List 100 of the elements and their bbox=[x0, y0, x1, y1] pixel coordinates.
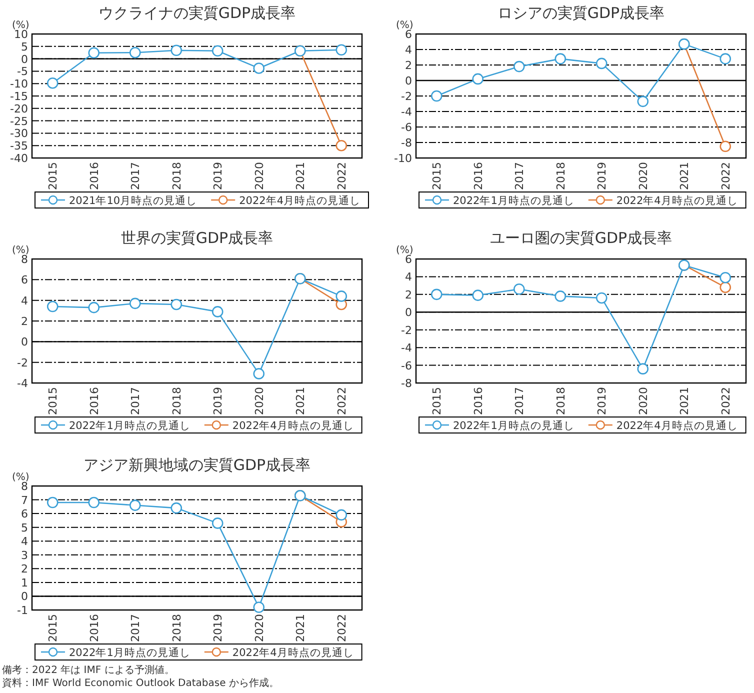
y-tick-label: 3 bbox=[21, 548, 28, 562]
y-tick-label: 4 bbox=[405, 44, 412, 56]
legend-label: 2022年1月時点の見通し bbox=[69, 419, 190, 432]
x-tick-label: 2019 bbox=[212, 614, 225, 642]
y-tick-label: -6 bbox=[401, 121, 412, 134]
y-tick-label: 4 bbox=[21, 535, 28, 548]
y-tick-label: -4 bbox=[401, 342, 412, 355]
point bbox=[472, 73, 484, 85]
point bbox=[88, 302, 100, 314]
point bbox=[720, 282, 732, 293]
legend-label: 2022年4月時点の見通し bbox=[232, 419, 354, 432]
point bbox=[212, 306, 224, 318]
x-tick-label: 2019 bbox=[596, 387, 609, 415]
text: 備考：2022 年は IMF による予測値。 bbox=[2, 664, 174, 676]
y-axis-title: (%) bbox=[12, 245, 30, 256]
y-tick-label: -2 bbox=[17, 356, 28, 370]
point bbox=[129, 298, 141, 310]
legend-label: 2022年4月時点の見通し bbox=[232, 646, 354, 659]
legend-label: 2022年4月時点の見通し bbox=[616, 194, 738, 207]
x-tick-label: 2017 bbox=[513, 162, 526, 190]
x-tick-label: 2018 bbox=[170, 614, 184, 642]
y-tick-label: 8 bbox=[21, 253, 28, 266]
chart-title: 世界の実質GDP成長率 bbox=[120, 229, 274, 247]
y-tick-label: -8 bbox=[401, 136, 412, 150]
point bbox=[46, 77, 58, 89]
point bbox=[430, 90, 442, 102]
x-tick-label: 2018 bbox=[170, 387, 184, 415]
y-tick-label: 4 bbox=[21, 294, 28, 308]
point bbox=[637, 96, 649, 108]
x-tick-label: 2021 bbox=[294, 614, 308, 642]
point bbox=[129, 500, 141, 511]
point bbox=[336, 509, 348, 521]
point bbox=[472, 290, 484, 301]
point bbox=[596, 58, 608, 70]
y-tick-label: 6 bbox=[405, 253, 412, 266]
x-tick-label: 2016 bbox=[88, 387, 101, 415]
x-tick-label: 2022 bbox=[719, 387, 732, 415]
x-tick-label: 2017 bbox=[129, 162, 142, 190]
x-tick-label: 2018 bbox=[554, 387, 568, 415]
y-tick-label: 6 bbox=[21, 508, 28, 521]
x-tick-label: 2020 bbox=[252, 387, 266, 415]
point bbox=[720, 272, 732, 284]
y-tick-label: -8 bbox=[401, 377, 412, 390]
point bbox=[336, 290, 348, 302]
y-tick-label: 10 bbox=[14, 28, 28, 41]
point bbox=[129, 46, 141, 58]
legend-label: 2022年1月時点の見通し bbox=[453, 419, 574, 432]
text: 資料：IMF World Economic Outlook Database から作成。 bbox=[2, 677, 279, 689]
y-tick-label: -6 bbox=[401, 359, 412, 372]
x-tick-label: 2020 bbox=[636, 162, 650, 190]
y-tick-label: -5 bbox=[17, 65, 28, 78]
x-tick-label: 2017 bbox=[129, 387, 142, 415]
y-tick-label: -2 bbox=[401, 90, 412, 103]
x-tick-label: 2016 bbox=[88, 614, 101, 642]
x-tick-label: 2019 bbox=[212, 387, 225, 415]
y-tick-label: -20 bbox=[10, 102, 28, 116]
y-axis-title: (%) bbox=[396, 245, 414, 256]
point bbox=[46, 496, 58, 508]
legend-label: 2022年1月時点の見通し bbox=[453, 194, 574, 207]
y-tick-label: -10 bbox=[394, 152, 412, 165]
point bbox=[253, 62, 265, 74]
legend-label: 2022年4月時点の見通し bbox=[239, 194, 360, 207]
y-tick-label: 0 bbox=[21, 590, 28, 604]
y-tick-label: -30 bbox=[10, 127, 28, 140]
x-tick-label: 2017 bbox=[129, 614, 142, 642]
point bbox=[596, 292, 608, 304]
legend-label: 2022年4月時点の見通し bbox=[616, 419, 738, 432]
point bbox=[212, 45, 224, 57]
point bbox=[513, 60, 525, 72]
chart-title: ロシアの実質GDP成長率 bbox=[497, 4, 665, 22]
y-axis-title: (%) bbox=[12, 20, 30, 31]
y-axis-title: (%) bbox=[12, 472, 30, 483]
x-tick-label: 2015 bbox=[430, 162, 444, 190]
point bbox=[88, 496, 100, 508]
y-tick-label: 5 bbox=[21, 521, 28, 534]
y-tick-label: -40 bbox=[10, 152, 28, 165]
x-tick-label: 2016 bbox=[88, 162, 101, 190]
point bbox=[253, 602, 265, 613]
y-tick-label: -35 bbox=[10, 140, 28, 153]
point bbox=[253, 368, 265, 380]
x-tick-label: 2016 bbox=[472, 387, 485, 415]
y-tick-label: 1 bbox=[21, 576, 28, 590]
x-tick-label: 2015 bbox=[46, 162, 60, 190]
point bbox=[170, 298, 182, 310]
x-tick-label: 2015 bbox=[430, 387, 444, 415]
y-tick-label: -4 bbox=[401, 106, 412, 118]
y-tick-label: -10 bbox=[10, 78, 28, 91]
x-tick-label: 2017 bbox=[513, 387, 526, 415]
x-tick-label: 2019 bbox=[596, 162, 609, 190]
point bbox=[170, 44, 182, 56]
x-tick-label: 2015 bbox=[46, 387, 60, 415]
point bbox=[430, 288, 442, 300]
x-tick-label: 2022 bbox=[719, 162, 732, 190]
y-tick-label: 7 bbox=[21, 494, 28, 507]
y-tick-label: 0 bbox=[21, 336, 28, 349]
point bbox=[554, 53, 566, 64]
y-tick-label: -4 bbox=[17, 377, 28, 390]
x-tick-label: 2021 bbox=[678, 387, 692, 415]
x-tick-label: 2016 bbox=[472, 162, 485, 190]
x-tick-label: 2020 bbox=[252, 162, 266, 190]
